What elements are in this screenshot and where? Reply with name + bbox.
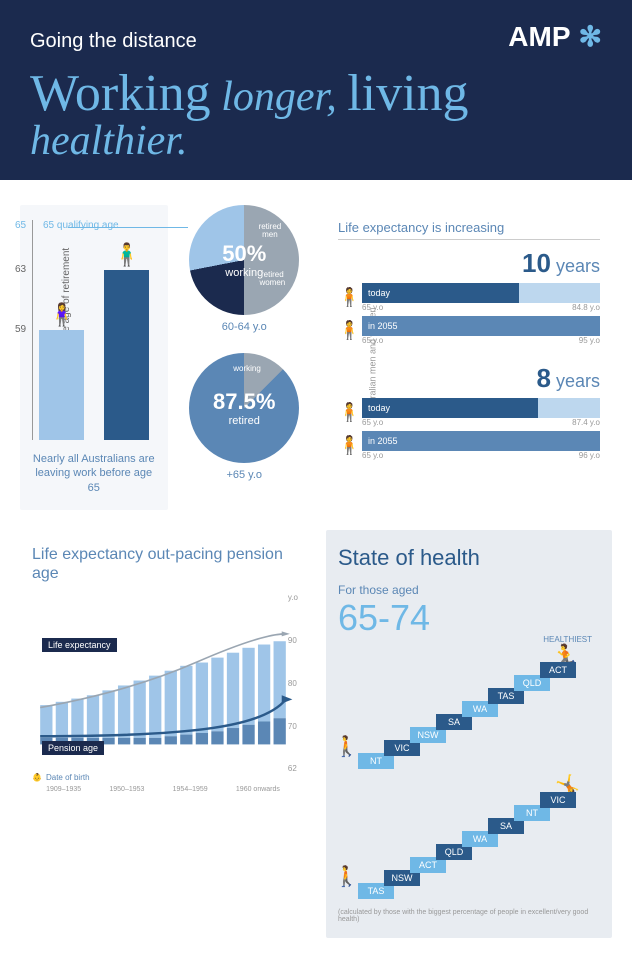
state-of-health-panel: State of health For those aged 65-74 HEA… xyxy=(326,530,612,938)
pie-age-label: 60-64 y.o xyxy=(189,321,299,333)
logo: AMP ✻ xyxy=(508,20,602,53)
pension-panel: Life expectancy out-pacing pension age L… xyxy=(20,530,306,938)
top-left-group: Average age of retirement 65 qualifying … xyxy=(20,205,306,510)
stair-step: ACT xyxy=(540,662,576,678)
person-icon: 🧍‍♀️ xyxy=(48,302,75,328)
walker2-icon: 🚶 xyxy=(334,864,359,889)
person-icon: 🧍 xyxy=(338,435,356,456)
soh-age-range: 65-74 xyxy=(338,597,430,639)
content: Average age of retirement 65 qualifying … xyxy=(0,180,632,963)
walker-icon: 🚶 xyxy=(334,734,359,759)
le-row: 🧍 in 2055 65 y.o96 y.o xyxy=(338,431,600,460)
le-row: 🧍 today 65 y.o87.4 y.o xyxy=(338,398,600,427)
person-icon: 🧍 xyxy=(338,287,356,308)
soh-note: (calculated by those with the biggest pe… xyxy=(338,909,600,923)
stairs-up: HEALTHIEST 🏃 🚶 NTVICNSWSAWATASQLDACT xyxy=(338,649,600,769)
pension-xlabels: 1909–19351950–19531954–19591960 onwards xyxy=(32,786,294,793)
logo-spark-icon: ✻ xyxy=(579,20,602,53)
person-icon: 🧍‍♂️ xyxy=(113,242,140,268)
subtitle-script: Working longer, living healthier. xyxy=(30,68,602,162)
stair-step: VIC xyxy=(540,792,576,808)
soh-title: State of health xyxy=(338,545,600,571)
pension-chart: Life expectancy Pension age y.o90807062 xyxy=(32,593,294,773)
soh-subtitle: For those aged xyxy=(338,583,430,597)
logo-text: AMP xyxy=(508,21,570,53)
tick-59: 59 xyxy=(15,324,26,335)
life-expectancy-panel: Life expectancy is increasing Australian… xyxy=(326,205,612,510)
dob-label: 👶 Date of birth xyxy=(32,773,294,782)
stairs: HEALTHIEST 🏃 🚶 NTVICNSWSAWATASQLDACT 🤸 🚶… xyxy=(338,649,600,899)
legend-pension-age: Pension age xyxy=(42,741,104,755)
person-icon: 🧍 xyxy=(338,320,356,341)
le-group: 10 years 🧍 today 65 y.o84.8 y.o 🧍 in 205… xyxy=(338,248,600,345)
stairs-down: 🤸 🚶 TASNSWACTQLDWASANTVIC xyxy=(338,779,600,899)
pension-title: Life expectancy out-pacing pension age xyxy=(32,545,294,583)
pie-chart: 50%working retiredmenretiredwomen xyxy=(189,205,299,315)
retirement-bar-chart: Average age of retirement 65 qualifying … xyxy=(32,220,156,440)
tick-63: 63 xyxy=(15,264,26,275)
pie-charts: 50%working retiredmenretiredwomen 60-64 … xyxy=(183,205,307,510)
header: AMP ✻ Going the distance Working longer,… xyxy=(0,0,632,180)
tick-65: 65 xyxy=(15,220,26,231)
le-title: Life expectancy is increasing xyxy=(338,220,600,240)
bar: 🧍‍♂️ xyxy=(104,270,149,440)
pie-age-label: +65 y.o xyxy=(189,469,299,481)
qualifying-age-label: 65 qualifying age xyxy=(43,220,119,231)
retirement-bar-panel: Average age of retirement 65 qualifying … xyxy=(20,205,168,510)
person-icon: 🧍 xyxy=(338,402,356,423)
bar-caption: Nearly all Australians are leaving work … xyxy=(32,452,156,495)
bar: 🧍‍♀️ xyxy=(39,330,84,440)
pie-chart: 87.5%retired working xyxy=(189,353,299,463)
legend-life-exp: Life expectancy xyxy=(42,638,117,652)
